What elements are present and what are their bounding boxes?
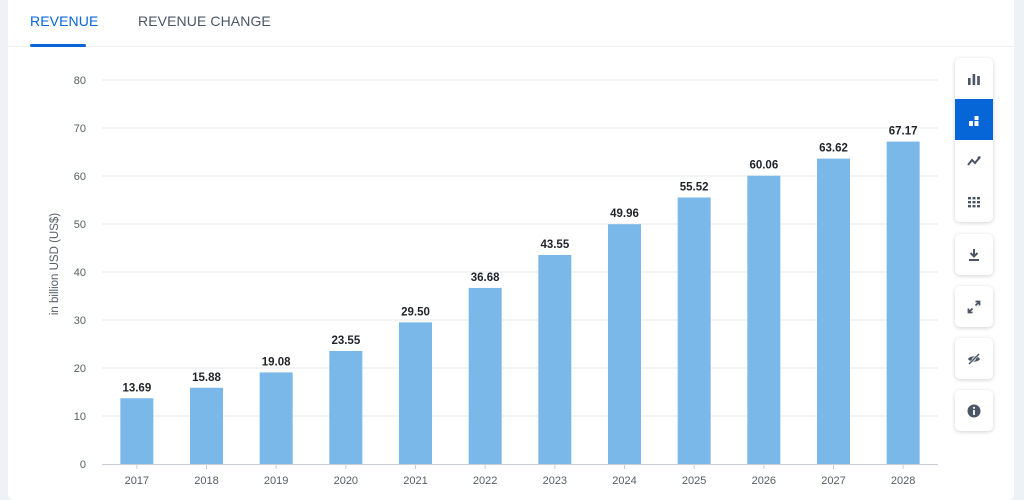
line-chart-icon xyxy=(967,155,981,166)
y-tick-label: 50 xyxy=(74,219,86,231)
data-label: 19.08 xyxy=(262,356,291,368)
bar-chart-icon xyxy=(968,73,980,85)
download-group xyxy=(955,234,993,275)
y-tick-label: 0 xyxy=(80,459,86,471)
bar xyxy=(329,350,363,464)
bar xyxy=(259,372,293,464)
bar xyxy=(399,322,432,464)
y-tick-label: 10 xyxy=(74,411,86,423)
bar xyxy=(538,254,572,464)
hide-group xyxy=(955,338,993,379)
chart-type-toolbar xyxy=(955,58,993,222)
data-label: 36.68 xyxy=(471,272,500,284)
data-label: 49.96 xyxy=(610,208,639,220)
y-tick-label: 60 xyxy=(74,171,86,183)
x-tick-label: 2021 xyxy=(403,475,427,487)
x-tick-label: 2026 xyxy=(752,475,776,487)
hide-icon xyxy=(968,352,980,365)
data-label: 23.55 xyxy=(331,335,360,347)
y-tick-label: 40 xyxy=(74,267,86,279)
fullscreen-group xyxy=(955,286,993,327)
x-tick-label: 2020 xyxy=(334,475,358,487)
data-label: 60.06 xyxy=(749,160,778,172)
data-label: 43.55 xyxy=(540,239,569,251)
x-tick-label: 2024 xyxy=(612,475,636,487)
x-tick-label: 2025 xyxy=(682,475,706,487)
bar xyxy=(120,398,154,464)
x-tick-label: 2023 xyxy=(543,475,567,487)
bar xyxy=(608,224,641,464)
x-tick-label: 2022 xyxy=(473,475,497,487)
y-tick-label: 80 xyxy=(74,75,86,87)
tab-bar: REVENUE REVENUE CHANGE xyxy=(8,0,1014,47)
table-button[interactable] xyxy=(955,181,993,222)
tab-revenue[interactable]: REVENUE xyxy=(30,13,99,29)
x-tick-label: 2017 xyxy=(125,475,149,487)
data-label: 55.52 xyxy=(680,182,709,194)
tab-revenue-change[interactable]: REVENUE CHANGE xyxy=(138,13,271,29)
data-label: 63.62 xyxy=(819,143,848,155)
x-tick-label: 2027 xyxy=(821,475,845,487)
bar-chart-button[interactable] xyxy=(955,58,993,99)
stacked-bar-icon xyxy=(969,115,979,126)
y-tick-label: 20 xyxy=(74,363,86,375)
data-label: 67.17 xyxy=(889,126,918,138)
data-label: 29.50 xyxy=(401,306,430,318)
y-tick-label: 70 xyxy=(74,123,86,135)
y-axis-title: in billion USD (US$) xyxy=(49,213,61,315)
bar xyxy=(886,141,920,465)
stacked-bar-button[interactable] xyxy=(955,99,993,140)
bar xyxy=(747,175,781,464)
data-label: 13.69 xyxy=(122,382,151,394)
bar xyxy=(677,197,711,464)
fullscreen-icon xyxy=(967,300,981,313)
x-tick-label: 2018 xyxy=(194,475,218,487)
download-button[interactable] xyxy=(955,234,993,275)
fullscreen-button[interactable] xyxy=(955,286,993,327)
y-tick-label: 30 xyxy=(74,315,86,327)
bar xyxy=(190,387,223,464)
line-chart-button[interactable] xyxy=(955,140,993,181)
active-tab-indicator xyxy=(30,44,86,47)
x-tick-label: 2028 xyxy=(891,475,915,487)
info-button[interactable] xyxy=(955,390,993,431)
info-icon xyxy=(967,404,981,417)
download-icon xyxy=(969,248,979,261)
hide-button[interactable] xyxy=(955,338,993,379)
data-label: 15.88 xyxy=(192,372,221,384)
info-group xyxy=(955,390,993,431)
bar xyxy=(468,287,502,464)
table-icon xyxy=(968,196,980,207)
x-tick-label: 2019 xyxy=(264,475,288,487)
bar xyxy=(817,158,850,464)
